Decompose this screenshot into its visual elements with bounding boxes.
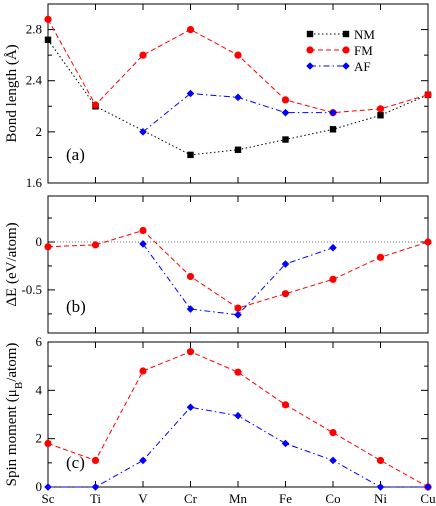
legend-marker-fm — [306, 46, 314, 54]
data-point-nm — [187, 151, 194, 159]
x-tick-label: Fe — [279, 491, 292, 506]
data-point-fm — [424, 238, 432, 246]
legend-marker-fm — [342, 46, 350, 54]
data-point-af — [329, 243, 337, 252]
y-tick-label: 2 — [36, 431, 43, 446]
data-point-fm — [139, 51, 147, 59]
y-tick-label: 2 — [36, 124, 43, 139]
data-point-af — [186, 403, 195, 412]
data-point-fm — [376, 105, 385, 113]
data-point-fm — [139, 226, 147, 235]
panel-label: (a) — [66, 145, 85, 164]
data-point-fm — [281, 290, 290, 298]
panel-label: (c) — [66, 453, 85, 472]
y-tick-label: -0.5 — [21, 282, 42, 297]
x-tick-label: Ti — [90, 491, 101, 506]
data-point-fm — [44, 439, 52, 448]
y-tick-label: 2.8 — [26, 22, 42, 37]
legend-marker-af — [342, 62, 350, 70]
legend-marker-nm — [342, 30, 350, 38]
data-point-fm — [186, 348, 195, 356]
data-point-af — [329, 456, 337, 465]
data-point-fm — [376, 456, 385, 465]
data-point-af — [139, 128, 147, 136]
data-point-af — [234, 310, 242, 319]
data-point-af — [139, 456, 147, 465]
data-point-af — [424, 483, 432, 491]
panel-c: Sc Ti V Cr Mn Fe Co Ni Cu 0 2 4 6 Spin moment (μB/ato… — [4, 334, 436, 506]
x-tick-label: Cu — [420, 491, 436, 506]
y-tick-label: 0 — [36, 234, 43, 249]
data-point-fm — [91, 241, 100, 249]
data-point-af — [329, 108, 337, 117]
data-point-fm — [91, 101, 100, 109]
legend-label-af: AF — [354, 59, 371, 74]
series-line-af — [142, 243, 334, 316]
data-point-nm — [282, 136, 289, 143]
data-point-af — [139, 240, 147, 248]
y-axis-label: Spin moment (μB/atom) — [4, 343, 25, 487]
y-tick-label: 0 — [36, 479, 43, 494]
data-point-nm — [234, 146, 242, 153]
x-tick-label: Cr — [184, 491, 198, 506]
y-tick-label: 6 — [36, 334, 43, 349]
series-line-nm — [47, 39, 429, 156]
legend-label-fm: FM — [354, 43, 373, 58]
y-axis-label: ΔE (eV/atom) — [4, 222, 20, 306]
y-tick-label: 1.6 — [26, 175, 43, 190]
data-point-nm — [329, 126, 337, 133]
data-point-fm — [234, 51, 242, 59]
data-point-af — [186, 89, 195, 98]
data-point-af — [281, 108, 290, 117]
data-point-fm — [234, 368, 242, 376]
series-line-fm — [47, 351, 429, 488]
data-point-fm — [234, 304, 242, 312]
x-tick-label: Mn — [229, 491, 248, 506]
data-point-af — [186, 305, 195, 313]
panel-b: -0.5 0 ΔE (eV/atom) (b) — [4, 195, 432, 334]
data-point-af — [234, 411, 242, 420]
data-point-fm — [186, 25, 195, 34]
data-point-fm — [44, 243, 52, 251]
legend-label-nm: NM — [354, 27, 375, 42]
data-point-fm — [329, 275, 337, 283]
x-tick-label: V — [138, 491, 148, 506]
data-point-af — [281, 439, 290, 448]
data-point-fm — [376, 253, 385, 261]
legend-marker-af — [306, 62, 314, 70]
data-point-fm — [281, 401, 290, 409]
data-point-af — [281, 260, 290, 268]
data-point-nm — [44, 36, 52, 43]
data-point-fm — [186, 272, 195, 281]
x-tick-label: Co — [325, 491, 340, 506]
panel-label: (b) — [66, 297, 86, 316]
data-point-af — [91, 483, 100, 491]
data-point-fm — [281, 96, 290, 104]
legend-marker-nm — [306, 30, 314, 38]
data-point-af — [234, 93, 242, 102]
y-tick-label: 4 — [36, 382, 43, 397]
data-point-fm — [329, 429, 337, 437]
y-tick-label: 2.4 — [26, 73, 43, 88]
x-tick-label: Sc — [42, 491, 55, 506]
data-point-af — [44, 483, 52, 491]
y-axis-label: Bond length (Å) — [4, 44, 20, 142]
x-tick-label: Ni — [374, 491, 387, 506]
data-point-af — [376, 483, 385, 491]
data-point-fm — [44, 15, 52, 23]
data-point-fm — [424, 91, 432, 99]
data-point-fm — [91, 456, 100, 465]
data-point-nm — [377, 112, 384, 119]
data-point-fm — [139, 367, 147, 375]
